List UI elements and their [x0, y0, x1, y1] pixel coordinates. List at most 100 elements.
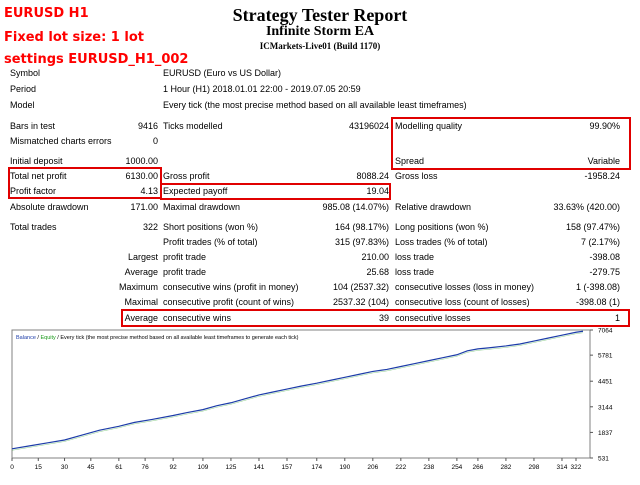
symbol-value: EURUSD (Euro vs US Dollar) [163, 68, 282, 78]
x-tick-label: 109 [197, 464, 208, 471]
average-label: Average [124, 267, 158, 277]
spread-label: Spread [395, 156, 425, 166]
x-tick-label: 206 [367, 464, 378, 471]
long-label: Long positions (won %) [395, 222, 489, 232]
abs-dd-value: 171.00 [130, 202, 158, 212]
largest-loss-value: -398.08 [589, 252, 620, 262]
deposit-label: Initial deposit [10, 156, 63, 166]
model-row: Model Every tick (the most precise metho… [0, 98, 640, 113]
y-tick-label: 7064 [598, 328, 613, 335]
x-tick-label: 322 [571, 464, 582, 471]
modelling-quality-highlight [391, 117, 631, 170]
report-title: Strategy Tester Report [232, 5, 408, 25]
bars-value: 9416 [137, 121, 158, 131]
maximal-label: Maximal [124, 297, 158, 307]
largest-profit-value: 210.00 [361, 252, 389, 262]
max-consec-loss-label: consecutive loss (count of losses) [395, 297, 530, 307]
symbol-label: Symbol [10, 68, 41, 78]
quality-label: Modelling quality [395, 121, 463, 131]
x-tick-label: 61 [115, 464, 123, 471]
x-tick-label: 15 [35, 464, 43, 471]
maximal-row: Maximal consecutive profit (count of win… [0, 295, 640, 310]
gross-profit-value: 8088.24 [356, 171, 389, 181]
average-loss-label: loss trade [395, 267, 435, 277]
avg-consec-losses-value: 1 [614, 313, 620, 323]
average-profit-value: 25.68 [366, 267, 389, 277]
symbol-row: Symbol EURUSD (Euro vs US Dollar) [0, 66, 640, 81]
settings-annotation: settings EURUSD_H1_002 [4, 52, 189, 67]
x-tick-label: 282 [500, 464, 511, 471]
profit-trades-row: Profit trades (% of total) 315 (97.83%) … [0, 235, 640, 250]
trades-row: Total trades 322 Short positions (won %)… [0, 220, 640, 235]
average-row: Average profit trade 25.68 loss trade -2… [0, 265, 640, 280]
average-consec-row: Average consecutive wins 39 consecutive … [0, 311, 640, 326]
long-value: 158 (97.47%) [565, 222, 620, 232]
server-name: ICMarkets-Live01 (Build 1170) [259, 41, 381, 51]
x-tick-label: 76 [141, 464, 149, 471]
ea-name: Infinite Storm EA [265, 24, 375, 39]
x-tick-label: 141 [254, 464, 265, 471]
profit-trades-value: 315 (97.83%) [334, 237, 389, 247]
average-profit-label: profit trade [163, 267, 207, 277]
maximum-row: Maximum consecutive wins (profit in mone… [0, 280, 640, 295]
short-value: 164 (98.17%) [334, 222, 389, 232]
max-consec-loss-value: -398.08 (1) [575, 297, 620, 307]
ticks-label: Ticks modelled [163, 121, 223, 131]
net-profit-label: Total net profit [10, 171, 67, 181]
quality-value: 99.90% [589, 121, 620, 131]
maximum-label: Maximum [118, 282, 158, 292]
x-tick-label: 92 [170, 464, 178, 471]
x-tick-label: 174 [311, 464, 322, 471]
consecutive-highlight [121, 309, 630, 327]
rel-dd-value: 33.63% (420.00) [553, 202, 620, 212]
model-label: Model [10, 100, 35, 110]
period-row: Period 1 Hour (H1) 2018.01.01 22:00 - 20… [0, 82, 640, 97]
expected-payoff-highlight [160, 183, 391, 200]
drawdown-row: Absolute drawdown 171.00 Maximal drawdow… [0, 200, 640, 215]
spread-value: Variable [587, 156, 620, 166]
max-consec-wins-value: 104 (2537.32) [332, 282, 389, 292]
deposit-row: Initial deposit 1000.00 Spread Variable [0, 154, 640, 169]
ticks-value: 43196024 [348, 121, 389, 131]
largest-loss-label: loss trade [395, 252, 435, 262]
equity-line [11, 332, 584, 451]
mismatch-label: Mismatched charts errors [10, 136, 112, 146]
gross-loss-value: -1958.24 [584, 171, 620, 181]
max-consec-losses-label: consecutive losses (loss in money) [395, 282, 535, 292]
gross-loss-label: Gross loss [395, 171, 438, 181]
average-consec-label: Average [124, 313, 158, 323]
max-consec-losses-value: 1 (-398.08) [575, 282, 620, 292]
max-consec-wins-label: consecutive wins (profit in money) [163, 282, 299, 292]
net-profit-value: 6130.00 [125, 171, 158, 181]
largest-row: Largest profit trade 210.00 loss trade -… [0, 250, 640, 265]
period-value: 1 Hour (H1) 2018.01.01 22:00 - 2019.07.0… [163, 84, 361, 94]
largest-label: Largest [127, 252, 158, 262]
expected-payoff-value: 19.04 [366, 186, 389, 196]
y-tick-label: 3144 [598, 404, 613, 411]
bars-row: Bars in test 9416 Ticks modelled 4319602… [0, 119, 640, 134]
model-value: Every tick (the most precise method base… [163, 100, 467, 110]
max-consec-profit-value: 2537.32 (104) [332, 297, 389, 307]
y-tick-label: 5781 [598, 353, 613, 360]
x-tick-label: 125 [226, 464, 237, 471]
abs-dd-label: Absolute drawdown [10, 202, 89, 212]
balance-chart-svg: Balance / Equity / Every tick (the most … [10, 328, 613, 472]
trades-value: 322 [142, 222, 158, 232]
profit-factor-value: 4.13 [140, 186, 158, 196]
max-dd-label: Maximal drawdown [163, 202, 241, 212]
rel-dd-label: Relative drawdown [395, 202, 472, 212]
short-label: Short positions (won %) [163, 222, 259, 232]
loss-trades-label: Loss trades (% of total) [395, 237, 488, 247]
trades-label: Total trades [10, 222, 57, 232]
net-profit-highlight [8, 167, 162, 199]
x-tick-label: 30 [61, 464, 69, 471]
x-tick-label: 266 [472, 464, 483, 471]
gross-profit-label: Gross profit [163, 171, 210, 181]
x-tick-label: 0 [10, 464, 14, 471]
chart-caption: Balance / Equity / Every tick (the most … [16, 335, 299, 341]
y-tick-label: 4451 [598, 379, 613, 386]
avg-consec-wins-label: consecutive wins [163, 313, 232, 323]
y-tick-label: 531 [598, 456, 609, 463]
pair-annotation: EURUSD H1 [4, 6, 89, 21]
expected-payoff-label: Expected payoff [163, 186, 228, 196]
